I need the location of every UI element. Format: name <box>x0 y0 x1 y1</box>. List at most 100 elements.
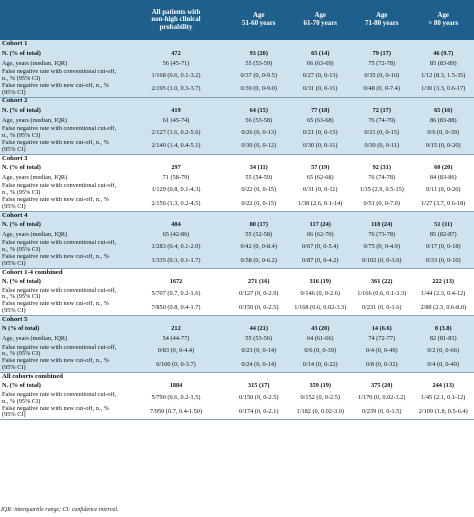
row-label: N. (% of total) <box>0 220 124 231</box>
row-value: 0/8 (0, 0-32) <box>351 358 413 374</box>
cohort-name: Cohort 1 <box>0 40 474 49</box>
row-value: 64 (61-66) <box>289 334 351 345</box>
row-value: 8 (3.8) <box>412 324 474 335</box>
cohort-block: Cohort 2 N. (% of total) 419 64 (15) 77 (18)… <box>0 97 474 155</box>
row-value: 361 (22) <box>351 277 413 288</box>
row-value: 0/67 (0, 0-5.4) <box>289 240 351 255</box>
row-value: 46 (9.7) <box>412 49 474 59</box>
row-value: 57 (19) <box>289 163 351 174</box>
row-value: 1/38 (2.6, 0.1-14) <box>289 197 351 212</box>
row-value: 0/51 (0, 0-7.0) <box>351 197 413 212</box>
row-value: 61 (45-74) <box>124 116 228 127</box>
row-value: 212 <box>124 324 228 335</box>
row-value: 5/790 (0.6, 0.2-1.5) <box>124 391 228 406</box>
row-value: 65 (63-68) <box>289 116 351 127</box>
row-value: 0/22 (0, 0-15) <box>228 197 290 212</box>
row-label: N. (% of total) <box>0 277 124 288</box>
row-value: 54 (44-77) <box>124 334 228 345</box>
row-value: 0/22 (0, 0-15) <box>228 183 290 198</box>
cohort-block: All cohorts combined N. (% of total) 1884 3… <box>0 372 474 421</box>
row-value: 0/21 (0, 0-15) <box>351 126 413 141</box>
row-value: 1/170 (0, 0.02-3.2) <box>351 391 413 406</box>
row-value: 0/35 (0, 0-10) <box>351 69 413 83</box>
table-row: False negative rate with conventional cu… <box>0 391 474 406</box>
table-row: N. (% of total) 297 34 (11) 57 (19) 92 (31) 6… <box>0 163 474 174</box>
row-value: 66 (62-70) <box>289 230 351 241</box>
row-label: False negative rate with conventional cu… <box>0 391 124 406</box>
row-value: 0/75 (0, 0-4.9) <box>351 240 413 255</box>
table-header: All patients with non-high clinical prob… <box>0 0 474 40</box>
table-row: Age, years (median, IQR) 71 (58-79) 55 (54… <box>0 173 474 184</box>
cohort-name: Cohort 5 <box>0 315 474 325</box>
row-label: N. (% of total) <box>0 106 124 117</box>
row-value: 1/35 (2.9, 0.5-15) <box>351 183 413 198</box>
row-value: 0/26 (0, 0-13) <box>228 126 290 141</box>
row-value: 1/30 (3.3, 0.6-17) <box>412 83 474 98</box>
row-value: 0/150 (0, 0-2.5) <box>228 391 290 406</box>
cohort-name: Cohort 4 <box>0 211 474 221</box>
row-value: 2/156 (1.3, 0.2-4.5) <box>124 197 228 212</box>
row-value: 2/127 (1.6, 0.2-5.6) <box>124 126 228 141</box>
cohort-block: Cohort 1-4 combined N. (% of total) 1672 27… <box>0 268 474 316</box>
row-label: False negative rate with new cut-off, n.… <box>0 83 124 98</box>
row-value: 0/4 (0, 0-49) <box>351 344 413 359</box>
row-value: 0/83 (0, 0-4.4) <box>124 344 228 359</box>
table-row: False negative rate with conventional cu… <box>0 183 474 198</box>
table-row: Age, years (median, IQR) 61 (45-74) 56 (53… <box>0 116 474 127</box>
row-label: False negative rate with new cut-off, n.… <box>0 301 124 316</box>
row-value: 297 <box>124 163 228 174</box>
table-row: Age, years (median, IQR) 54 (44-77) 55 (53… <box>0 334 474 345</box>
table-row: False negative rate with new cut-off, n.… <box>0 197 474 212</box>
row-value: 0/87 (0, 0-4.2) <box>289 254 351 269</box>
table-row: N. (% of total) 472 93 (20) 65 (14) 79 (17) 4… <box>0 49 474 59</box>
row-label: False negative rate with new cut-off, n.… <box>0 197 124 212</box>
row-value: 1/129 (0.8, 0.1-4.3) <box>124 183 228 198</box>
row-value: 1/168 (0.6, 0.02-3.3) <box>289 301 351 316</box>
row-value: 0/31 (0, 0-11) <box>289 183 351 198</box>
row-value: 2/109 (1.8, 0.5-6.4) <box>412 405 474 421</box>
row-value: 72 (17) <box>351 106 413 117</box>
row-value: 222 (13) <box>412 277 474 288</box>
row-label: False negative rate with conventional cu… <box>0 240 124 255</box>
row-value: 0/15 (0, 0-20) <box>412 140 474 155</box>
cohort-header-row: All cohorts combined <box>0 372 474 382</box>
row-value: 71 (58-79) <box>124 173 228 184</box>
table-row: False negative rate with conventional cu… <box>0 240 474 255</box>
row-value: 0/58 (0, 0-6.2) <box>228 254 290 269</box>
row-value: 0/174 (0, 0-2.1) <box>228 405 290 421</box>
row-value: 472 <box>124 49 228 59</box>
table-row: N (% of total) 212 44 (21) 43 (20) 14 (6.6) 8… <box>0 324 474 335</box>
row-value: 14 (6.6) <box>351 324 413 335</box>
row-value: 79 (17) <box>351 49 413 59</box>
row-value: 315 (17) <box>228 381 290 392</box>
table-row: N. (% of total) 1672 271 (16) 316 (19) 361 (… <box>0 277 474 288</box>
row-value: 55 (53-56) <box>228 334 290 345</box>
row-value: 2/195 (1.0, 0.3-3.7) <box>124 83 228 98</box>
row-value: 43 (20) <box>289 324 351 335</box>
table-row: Age, years (median, IQR) 65 (42-86) 55 (52… <box>0 230 474 241</box>
row-value: 56 (45-71) <box>124 59 228 69</box>
row-value: 66 (63-69) <box>289 59 351 69</box>
table-row: False negative rate with new cut-off, n.… <box>0 254 474 269</box>
row-value: 0/42 (0, 0-8.4) <box>228 240 290 255</box>
cohort-header-row: Cohort 4 <box>0 211 474 221</box>
cohort-block: Cohort 4 N. (% of total) 484 80 (17) 117 (24… <box>0 211 474 269</box>
header-cell-age-over-80: Age > 80 years <box>412 0 474 40</box>
row-value: 2/140 (1.4, 0.4-5.1) <box>124 140 228 155</box>
row-label: False negative rate with conventional cu… <box>0 344 124 359</box>
table-row: False negative rate with conventional cu… <box>0 126 474 141</box>
cohort-block: Cohort 1 N. (% of total) 472 93 (20) 65 (14)… <box>0 40 474 98</box>
row-value: 0/30 (0, 0-11) <box>289 140 351 155</box>
cohort-name: All cohorts combined <box>0 372 474 382</box>
header-cell-age-61-70: Age 61-70 years <box>289 0 351 40</box>
table-row: False negative rate with new cut-off, n.… <box>0 301 474 316</box>
row-value: 0/231 (0, 0-1.6) <box>351 301 413 316</box>
row-value: 0/30 (0, 0-11) <box>351 140 413 155</box>
cohort-header-row: Cohort 2 <box>0 97 474 107</box>
row-value: 1884 <box>124 381 228 392</box>
cohort-header-row: Cohort 1-4 combined <box>0 268 474 278</box>
row-value: 1/44 (2.3, 0.4-12) <box>412 287 474 302</box>
row-value: 56 (53-58) <box>228 116 290 127</box>
row-value: 359 (19) <box>289 381 351 392</box>
